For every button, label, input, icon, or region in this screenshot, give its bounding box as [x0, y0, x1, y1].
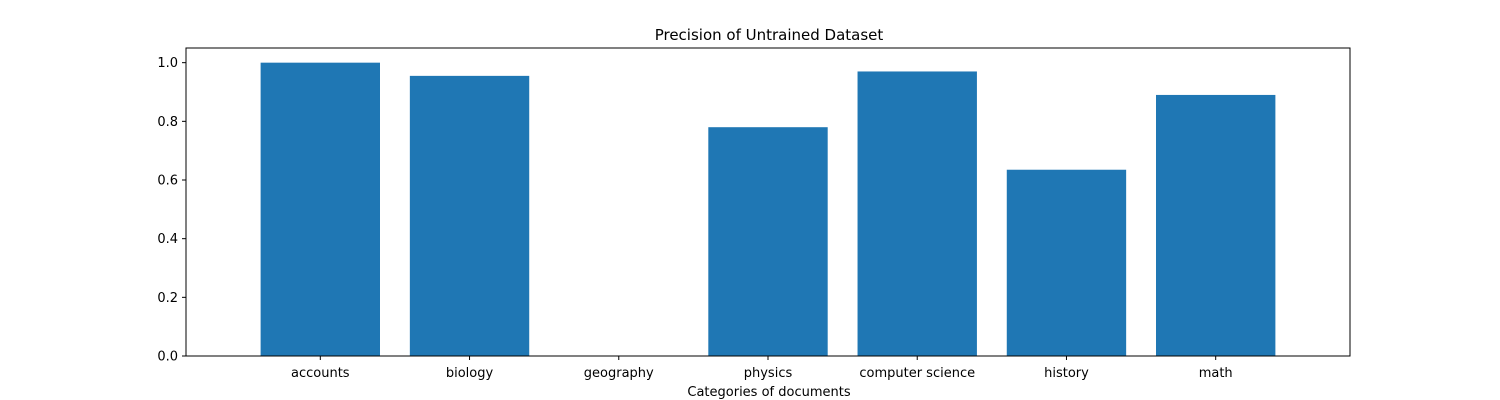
x-tick-label: math [1199, 366, 1233, 381]
y-tick-label: 0.4 [157, 232, 178, 247]
x-tick-label: accounts [291, 366, 350, 381]
x-tick-label: physics [744, 366, 793, 381]
bar-accounts [260, 62, 380, 357]
x-tick-label: history [1044, 366, 1089, 381]
y-tick-label: 0.8 [157, 115, 178, 130]
x-tick-label: computer science [859, 366, 975, 381]
x-axis-label: Categories of documents [687, 385, 850, 400]
bar-biology [409, 75, 530, 356]
bar-computer-science [857, 71, 977, 356]
bar-math [1156, 94, 1276, 356]
chart-title: Precision of Untrained Dataset [655, 26, 884, 44]
bar-history [1006, 169, 1127, 356]
x-axis: accounts biology geography physics computer … [291, 356, 1233, 381]
x-tick-label: geography [584, 366, 654, 381]
bar-physics [708, 127, 828, 356]
y-tick-label: 1.0 [157, 56, 178, 71]
y-tick-label: 0.0 [157, 350, 178, 365]
y-tick-label: 0.6 [157, 174, 178, 189]
y-axis: 0.0 0.2 0.4 0.6 0.8 1.0 [157, 56, 186, 365]
x-tick-label: biology [446, 366, 494, 381]
y-tick-label: 0.2 [157, 291, 178, 306]
bars-group [260, 62, 1276, 357]
